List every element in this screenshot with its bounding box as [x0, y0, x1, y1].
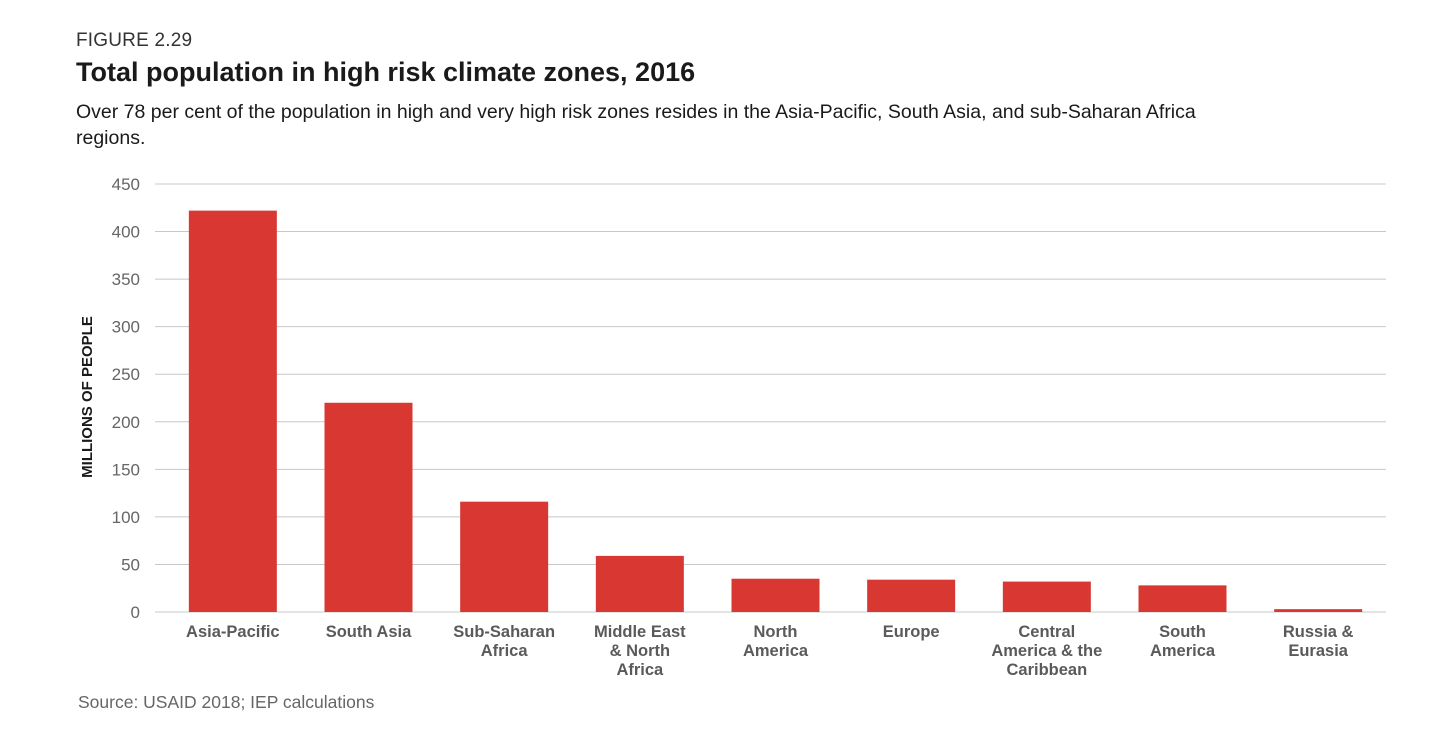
- x-category-label-line: South Asia: [326, 623, 412, 641]
- bar: [867, 579, 956, 612]
- x-category-label-line: Eurasia: [1288, 642, 1348, 660]
- bar: [460, 501, 549, 612]
- x-category-label: Russia & Eurasia: [1283, 623, 1354, 660]
- y-axis-ticks: 0 50 100 150 200 250 300 350 400 450: [112, 175, 140, 622]
- figure-label: FIGURE 2.29: [76, 30, 193, 51]
- bar: [595, 555, 684, 612]
- bar: [1274, 609, 1363, 612]
- y-axis-label: MILLIONS OF PEOPLE: [79, 316, 96, 478]
- x-category-label: Central America & the Caribbean: [991, 623, 1102, 679]
- y-tick-label: 150: [112, 460, 140, 479]
- x-category-label-line: Africa: [481, 642, 529, 660]
- x-category-label-line: Russia &: [1283, 623, 1354, 641]
- bars: [188, 210, 1363, 612]
- x-category-label-line: Europe: [883, 623, 940, 641]
- bar: [1138, 585, 1227, 612]
- x-category-label: Middle East & North Africa: [594, 623, 686, 679]
- y-tick-label: 50: [121, 555, 140, 574]
- x-category-label-line: Asia-Pacific: [186, 623, 280, 641]
- chart-subtitle: Over 78 per cent of the population in hi…: [76, 101, 1196, 149]
- x-axis-labels: Asia-Pacific South Asia Sub-Saharan AfricaM…: [186, 623, 1353, 679]
- x-category-label-line: America: [1150, 642, 1216, 660]
- x-category-label: Sub-Saharan Africa: [453, 623, 555, 660]
- y-tick-label: 100: [112, 508, 140, 527]
- bar: [731, 578, 820, 612]
- x-category-label-line: Middle East: [594, 623, 686, 641]
- x-category-label: North America: [743, 623, 809, 660]
- y-tick-label: 0: [131, 603, 140, 622]
- x-category-label: South Asia: [326, 623, 412, 641]
- bar: [188, 210, 277, 612]
- y-tick-label: 300: [112, 318, 140, 337]
- y-tick-label: 450: [112, 175, 140, 194]
- x-category-label-line: America & the: [991, 642, 1102, 660]
- y-tick-label: 350: [112, 270, 140, 289]
- x-category-label: Asia-Pacific: [186, 623, 280, 641]
- x-category-label-line: South: [1159, 623, 1206, 641]
- bar: [1002, 581, 1091, 612]
- x-category-label-line: Sub-Saharan: [453, 623, 555, 641]
- x-category-label: South America: [1150, 623, 1216, 660]
- x-category-label-line: Caribbean: [1006, 661, 1087, 679]
- x-category-label: Europe: [883, 623, 940, 641]
- source-note: Source: USAID 2018; IEP calculations: [78, 692, 375, 712]
- y-tick-label: 250: [112, 365, 140, 384]
- y-tick-label: 400: [112, 223, 140, 242]
- x-category-label-line: Central: [1018, 623, 1075, 641]
- x-category-label-line: & North: [610, 642, 671, 660]
- bar-chart: 0 50 100 150 200 250 300 350 400 450 Asia-Pacific…: [79, 175, 1386, 679]
- x-category-label-line: America: [743, 642, 809, 660]
- y-tick-label: 200: [112, 413, 140, 432]
- chart-title: Total population in high risk climate zo…: [76, 57, 696, 87]
- x-category-label-line: North: [754, 623, 798, 641]
- bar: [324, 402, 413, 612]
- x-category-label-line: Africa: [616, 661, 664, 679]
